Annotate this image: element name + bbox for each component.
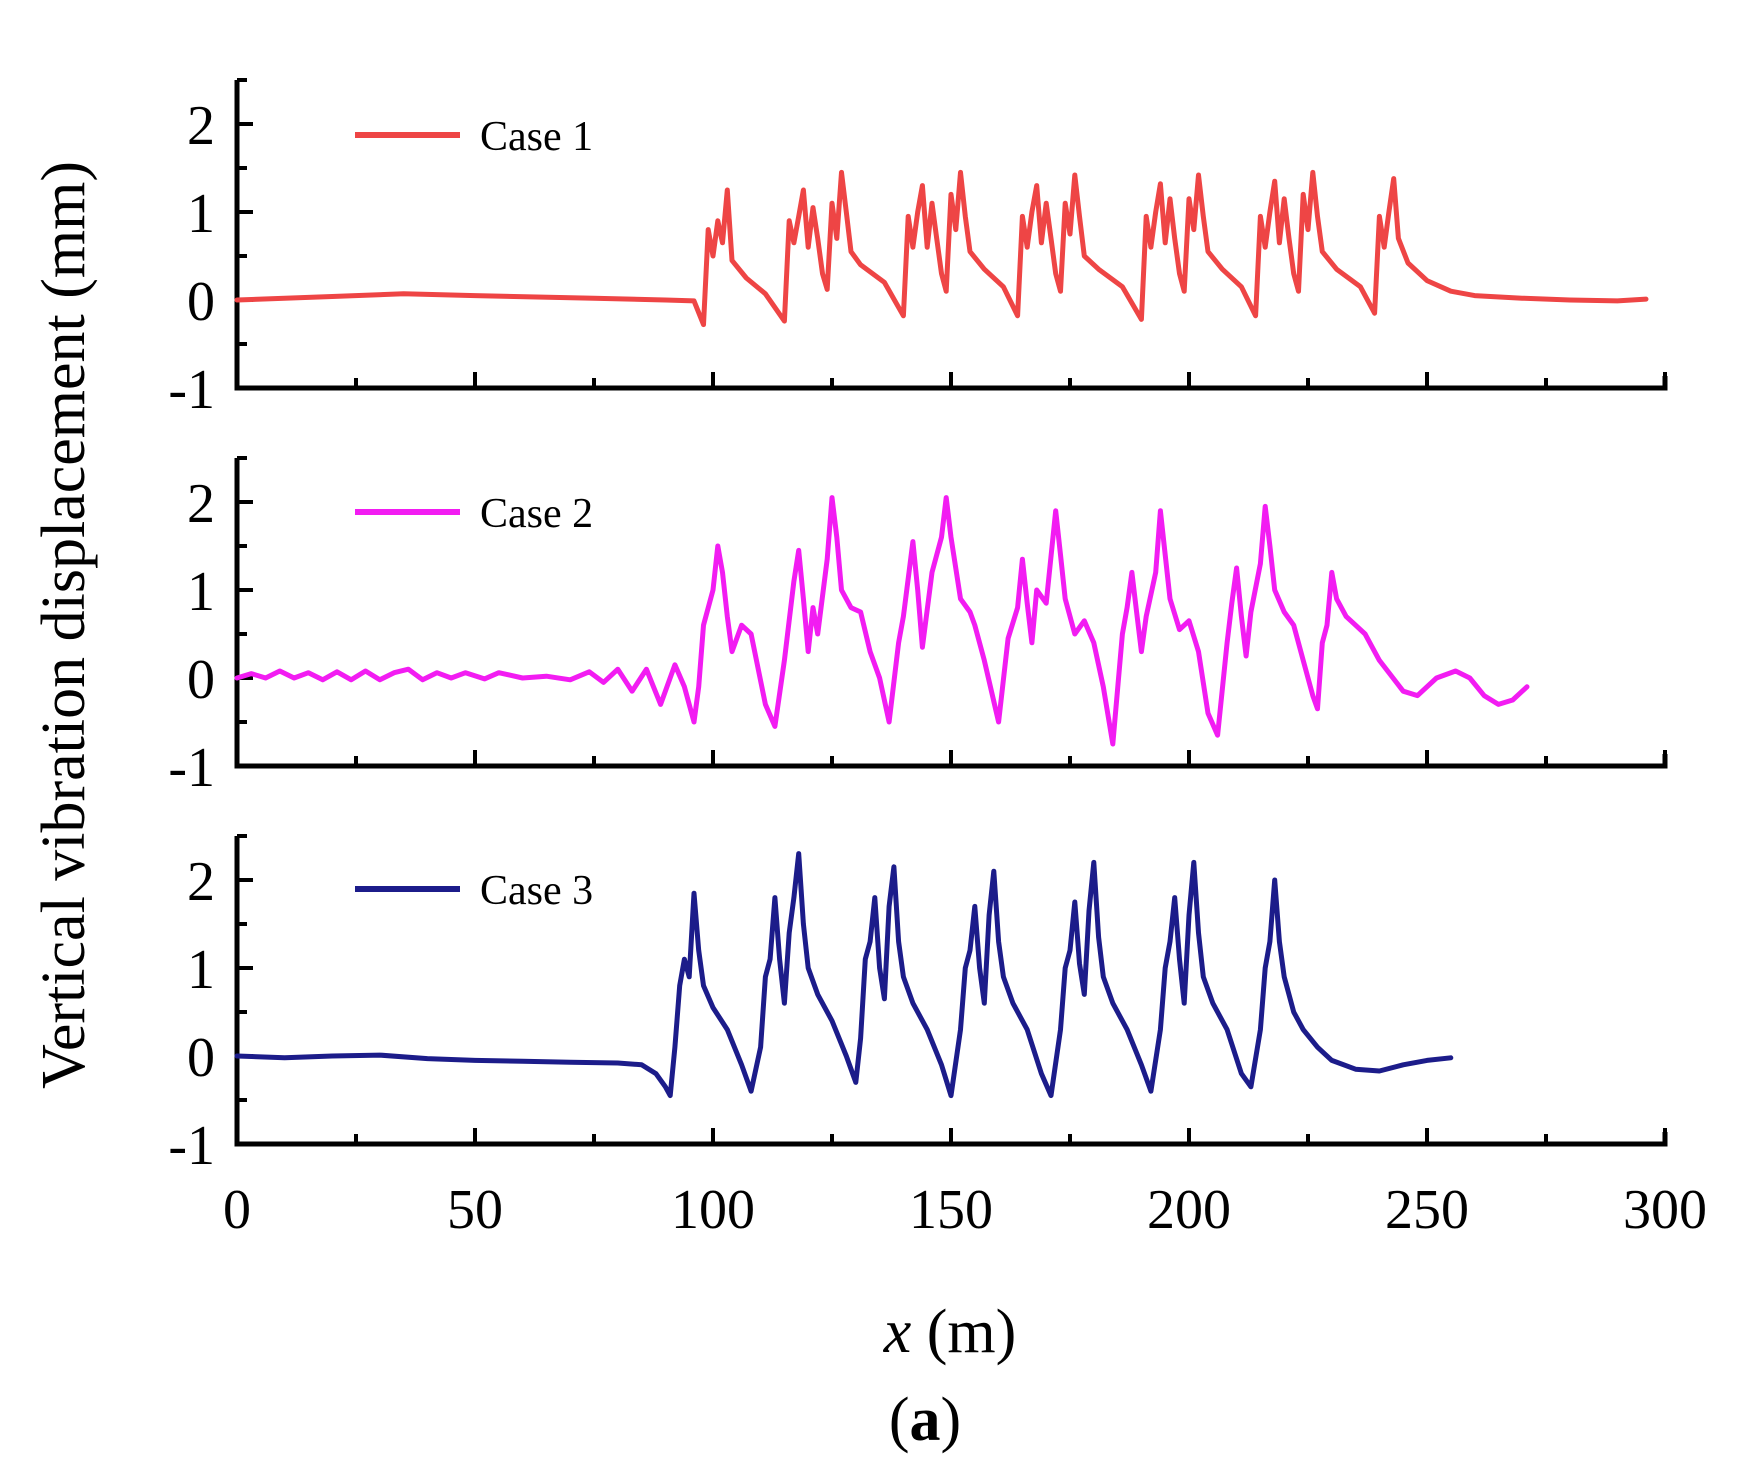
y-tick-label: 0 — [187, 271, 215, 333]
legend-label: Case 2 — [480, 491, 593, 537]
panel-case-1: -1 0 1 2 Case 1 — [168, 78, 1668, 421]
y-tick-label: -1 — [168, 737, 215, 799]
y-tick-label: -1 — [168, 1115, 215, 1177]
x-axis-unit: (m) — [911, 1298, 1016, 1366]
axis-frame — [234, 458, 1668, 769]
y-tick-label: 2 — [187, 473, 215, 535]
y-tick-label: 0 — [187, 1027, 215, 1089]
x-tick-label: 0 — [223, 1179, 251, 1241]
legend-label: Case 3 — [480, 868, 593, 914]
panel-label-letter: a — [910, 1386, 941, 1454]
x-tick-label: 100 — [671, 1179, 755, 1241]
y-tick-label: 1 — [187, 183, 215, 245]
y-tick-label: 1 — [187, 939, 215, 1001]
x-tick-label: 300 — [1623, 1179, 1707, 1241]
y-tick-label: 1 — [187, 561, 215, 623]
panel-label-open: ( — [889, 1386, 910, 1454]
x-axis-variable: x — [883, 1298, 912, 1366]
x-axis-title: x (m) — [883, 1298, 1017, 1366]
series-line-1 — [234, 169, 1649, 328]
x-tick-label: 150 — [909, 1179, 993, 1241]
panel-case-2: -1 0 1 2 Case 2 — [168, 456, 1668, 799]
y-tick-label: -1 — [168, 359, 215, 421]
panel-case-3: -1 0 1 2 Case 3 — [168, 834, 1668, 1177]
y-tick-label: 2 — [187, 851, 215, 913]
series-line-2 — [234, 495, 1530, 747]
x-tick-labels: 0 50 100 150 200 250 300 — [223, 1179, 1707, 1241]
panel-label-close: ) — [941, 1386, 962, 1454]
legend-label: Case 1 — [480, 114, 593, 160]
series-line-3 — [234, 851, 1454, 1099]
x-tick-label: 200 — [1147, 1179, 1231, 1241]
x-tick-label: 250 — [1385, 1179, 1469, 1241]
y-tick-label: 0 — [187, 649, 215, 711]
x-tick-label: 50 — [447, 1179, 503, 1241]
panel-label: (a) — [889, 1386, 961, 1454]
y-tick-label: 2 — [187, 95, 215, 157]
y-axis-title: Vertical vibration displacement (mm) — [30, 161, 98, 1089]
